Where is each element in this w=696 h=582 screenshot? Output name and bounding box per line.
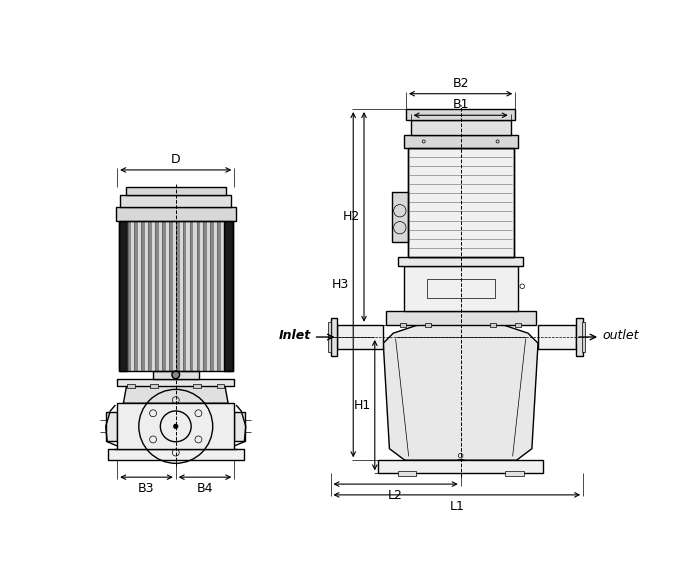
Text: B4: B4 [197,482,213,495]
Bar [409,242,512,248]
Bar [409,196,512,203]
Bar [138,221,141,371]
Bar [116,207,236,221]
Bar [131,221,134,371]
Bar [425,323,432,327]
Polygon shape [383,323,538,460]
Bar [119,221,127,371]
Text: B2: B2 [452,77,469,90]
Bar [120,194,231,207]
Bar [411,120,511,135]
Bar [155,221,159,371]
Bar [196,221,200,371]
Bar [404,266,518,311]
Bar [214,221,217,371]
Bar [126,187,226,194]
Bar [515,323,521,327]
Bar [117,379,235,386]
Bar [583,322,585,352]
Bar [538,325,576,349]
Bar [148,221,152,371]
Bar [200,221,203,371]
Text: Inlet: Inlet [279,329,311,342]
Bar [505,471,524,477]
Polygon shape [123,386,228,403]
Bar [427,279,495,298]
Bar [162,221,166,371]
Bar [378,460,544,473]
Bar [106,411,117,441]
Bar [134,221,138,371]
Bar [159,221,162,371]
Bar [392,191,408,242]
Bar [409,205,512,211]
Bar [406,109,515,120]
Bar [338,325,383,349]
Bar [386,311,536,325]
Bar [108,449,244,460]
Bar [119,221,232,371]
Bar [166,221,169,371]
Bar [169,221,173,371]
Bar [235,411,245,441]
Bar [193,384,201,388]
Bar [189,221,193,371]
Text: L2: L2 [388,489,403,502]
Bar [490,323,496,327]
Bar [409,151,512,157]
Bar [187,221,189,371]
Bar [409,160,512,166]
Bar [397,471,416,477]
Bar [576,318,583,356]
Text: L1: L1 [450,501,464,513]
Bar [150,384,158,388]
Bar [176,221,180,371]
Bar [398,257,523,266]
Text: H1: H1 [354,399,371,411]
Bar [331,318,338,356]
Bar [409,169,512,175]
Bar [409,215,512,221]
Bar [141,221,145,371]
Bar [409,178,512,184]
Bar [409,233,512,239]
Bar [408,148,514,257]
Bar [117,403,235,449]
Bar [221,221,224,371]
Bar [408,148,514,257]
Bar [127,221,131,371]
Bar [329,322,331,352]
Bar [400,323,406,327]
Bar [203,221,207,371]
Bar [207,221,210,371]
Text: B3: B3 [139,482,155,495]
Text: outlet: outlet [602,329,639,342]
Bar [224,221,232,371]
Bar [173,221,176,371]
Text: H3: H3 [332,278,349,291]
Bar [409,187,512,193]
Bar [217,221,221,371]
Bar [409,251,512,257]
Bar [216,384,224,388]
Bar [127,384,135,388]
Bar [152,221,155,371]
Text: D: D [171,153,180,166]
Text: H2: H2 [343,211,360,223]
Bar [193,221,196,371]
Circle shape [174,424,177,428]
Text: B1: B1 [452,98,469,111]
Bar [145,221,148,371]
Bar [180,221,182,371]
Circle shape [172,371,180,379]
Bar [152,371,199,379]
Bar [404,135,518,148]
Bar [182,221,187,371]
Bar [210,221,214,371]
Bar [409,223,512,230]
